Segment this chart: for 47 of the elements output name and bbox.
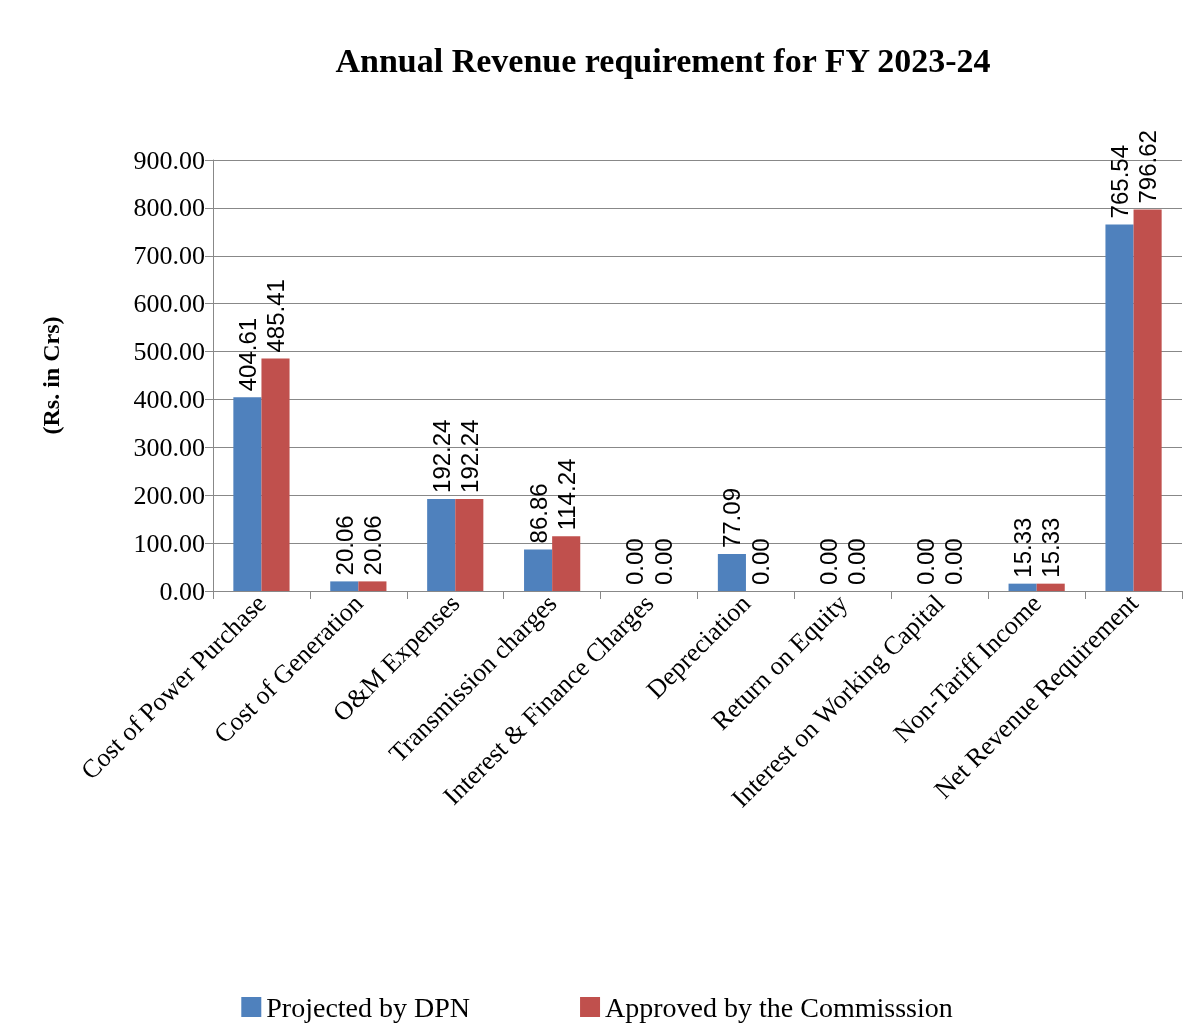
y-tick-label: 500.00 xyxy=(133,337,205,367)
bar xyxy=(1133,209,1162,591)
data-label: 796.62 xyxy=(1134,130,1162,204)
legend-label: Projected by DPN xyxy=(266,991,471,1023)
data-label: 765.54 xyxy=(1106,144,1133,219)
data-label: 192.24 xyxy=(427,419,455,493)
data-label: 485.41 xyxy=(262,279,289,353)
data-label: 20.06 xyxy=(330,515,358,576)
bar xyxy=(717,554,746,591)
y-tick-label: 100.00 xyxy=(133,528,205,558)
bar xyxy=(455,498,484,591)
data-label: 192.24 xyxy=(455,419,483,493)
data-label: 404.61 xyxy=(233,317,261,392)
data-label: 77.09 xyxy=(718,488,746,549)
bar xyxy=(261,358,290,591)
data-label: 0.00 xyxy=(843,538,871,585)
y-tick-label: 200.00 xyxy=(133,480,205,510)
data-label: 0.00 xyxy=(649,538,677,585)
bar xyxy=(330,581,359,591)
bar xyxy=(233,397,262,591)
data-label: 114.24 xyxy=(552,458,580,531)
data-label: 0.00 xyxy=(815,538,843,585)
data-label: 20.06 xyxy=(358,515,386,576)
data-label: 86.86 xyxy=(524,483,552,544)
y-tick-label: 400.00 xyxy=(133,384,205,414)
y-tick-label: 600.00 xyxy=(133,289,205,319)
bar xyxy=(552,536,581,591)
bar xyxy=(524,549,553,591)
legend-label: Approved by the Commisssion xyxy=(605,991,953,1023)
y-tick-label: 700.00 xyxy=(133,241,205,271)
y-tick-label: 900.00 xyxy=(133,145,205,175)
bar xyxy=(358,581,387,591)
y-tick-label: 0.00 xyxy=(159,576,205,606)
data-label: 15.33 xyxy=(1009,517,1037,578)
data-label: 0.00 xyxy=(746,538,774,585)
bar xyxy=(1105,224,1134,591)
data-label: 0.00 xyxy=(940,538,968,585)
y-tick-label: 800.00 xyxy=(133,193,205,223)
y-axis-title: (Rs. in Crs) xyxy=(38,316,64,435)
bar xyxy=(1008,583,1037,591)
data-label: 15.33 xyxy=(1037,517,1065,578)
bar xyxy=(427,498,456,591)
bar xyxy=(1036,583,1065,591)
y-tick-label: 300.00 xyxy=(133,432,205,462)
data-label: 0.00 xyxy=(912,538,940,585)
data-label: 0.00 xyxy=(621,538,649,585)
chart-title: Annual Revenue requirement for FY 2023-24 xyxy=(335,41,991,79)
